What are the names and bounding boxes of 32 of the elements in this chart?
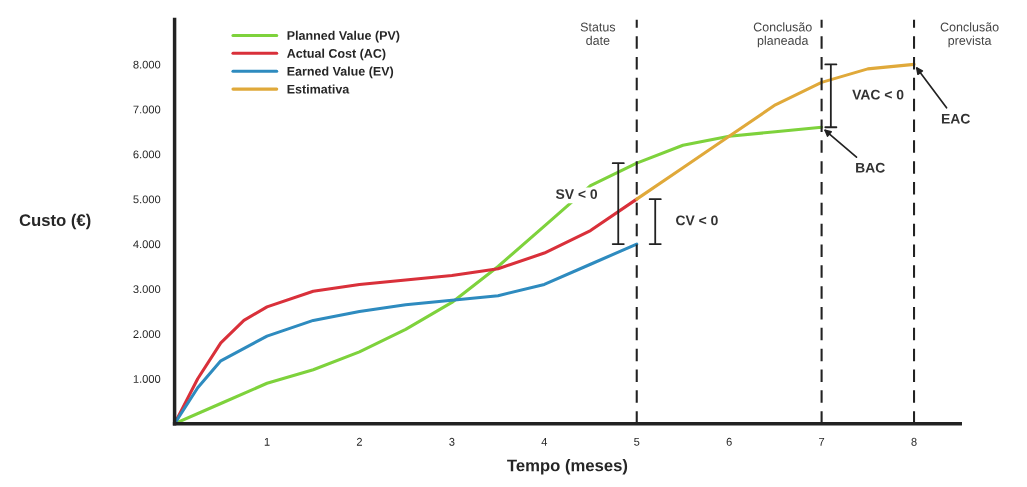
x-tick-label: 7 [819, 437, 825, 446]
x-tick-label: 5 [634, 437, 640, 446]
ref-line-label: Status date [580, 22, 616, 45]
y-tick-label: 4.000 [133, 240, 161, 249]
annotation: SV < 0 [555, 189, 598, 200]
annotation: VAC < 0 [852, 89, 904, 100]
ref-line-label: Conclusão prevista [940, 22, 999, 48]
annotation: EAC [941, 113, 970, 124]
line-series [635, 62, 916, 201]
ref-line-label: Conclusão planeada [753, 22, 812, 48]
y-tick-label: 3.000 [133, 285, 161, 294]
y-tick-label: 8.000 [133, 60, 161, 69]
y-tick-label: 5.000 [133, 195, 161, 204]
legend-label: Estimativa [287, 84, 350, 94]
annotation: CV < 0 [676, 215, 718, 226]
annotation: BAC [856, 162, 885, 173]
line-series [174, 242, 639, 424]
legend-label: Earned Value (EV) [287, 66, 394, 79]
x-tick-label: 1 [264, 437, 270, 446]
x-tick-label: 2 [356, 437, 362, 446]
legend-label: Planned Value (PV) [287, 30, 400, 43]
x-tick-label: 4 [541, 437, 548, 446]
x-tick-label: 3 [449, 437, 455, 446]
y-tick-label: 2.000 [133, 330, 161, 338]
y-tick-label: 1.000 [133, 375, 161, 383]
x-axis-title: Tempo (meses) [507, 459, 628, 475]
legend-label: Actual Cost (AC) [287, 48, 386, 61]
x-tick-label: 6 [726, 437, 732, 446]
y-axis-title: Custo (€) [19, 213, 91, 230]
y-tick-label: 6.000 [133, 150, 161, 159]
y-tick-label: 7.000 [133, 105, 161, 114]
x-tick-label: 8 [911, 437, 917, 446]
